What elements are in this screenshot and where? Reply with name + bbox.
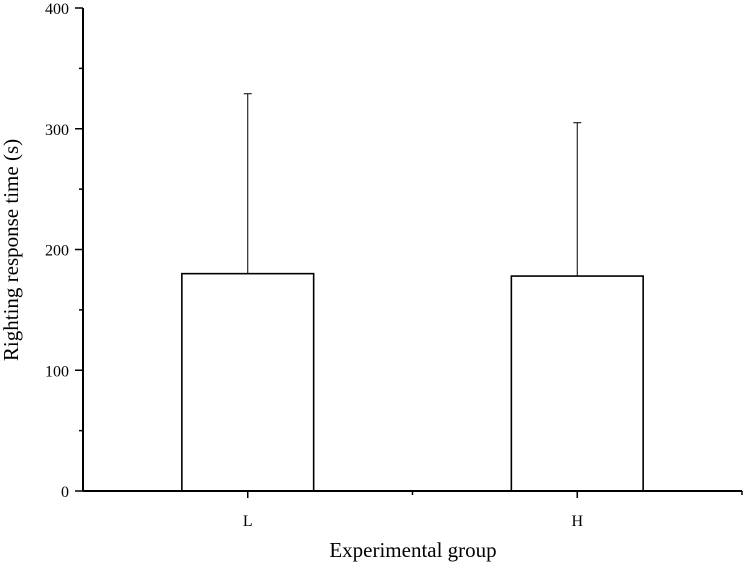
y-tick-label: 100 [45, 363, 69, 380]
bar-L [181, 272, 315, 492]
x-tick-label: H [571, 513, 583, 530]
y-axis-ticks: 0 100 200 300 400 [45, 1, 83, 501]
bar-H [510, 275, 644, 492]
y-tick-label: 400 [45, 1, 69, 18]
x-tick-label: L [243, 513, 253, 530]
y-tick-label: 0 [61, 484, 69, 501]
y-tick-label: 200 [45, 243, 69, 260]
plot-area [181, 93, 644, 492]
y-axis-title: Righting response time (s) [0, 139, 23, 361]
y-tick-label: 300 [45, 122, 69, 139]
x-axis-title: Experimental group [329, 538, 496, 562]
